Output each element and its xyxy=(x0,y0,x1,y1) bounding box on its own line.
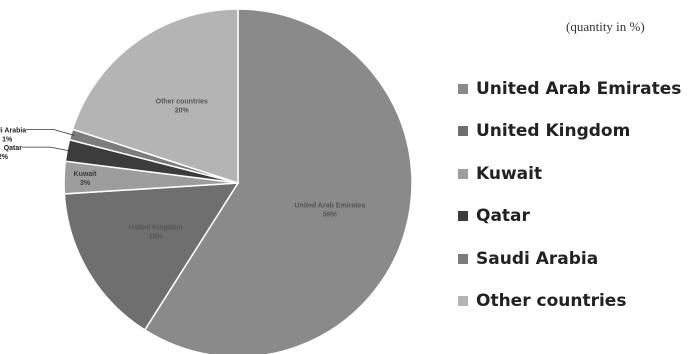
legend-label-qatar: Qatar xyxy=(476,206,530,226)
legend-label-united-arab-emirates: United Arab Emirates xyxy=(476,78,682,99)
chart-legend: United Arab Emirates United Kingdom Kuwait… xyxy=(458,75,681,330)
legend-item-other-countries: Other countries xyxy=(458,288,681,315)
slice-value-united-arab-emirates: 59% xyxy=(323,212,338,219)
slice-value-kuwait: 3% xyxy=(80,180,91,187)
legend-swatch-kuwait xyxy=(458,168,468,179)
legend-item-united-kingdom: United Kingdom xyxy=(458,118,681,145)
slice-label-saudi-arabia: Saudi Arabia xyxy=(0,128,26,135)
slice-value-other-countries: 20% xyxy=(175,108,190,115)
legend-item-united-arab-emirates: United Arab Emirates xyxy=(458,75,681,102)
slice-value-saudi-arabia: 1% xyxy=(2,137,13,144)
legend-item-kuwait: Kuwait xyxy=(458,160,681,187)
leader-line-qatar xyxy=(22,146,71,152)
legend-label-kuwait: Kuwait xyxy=(476,163,543,184)
slice-value-qatar: 2% xyxy=(0,154,9,161)
legend-swatch-saudi-arabia xyxy=(458,253,468,264)
legend-item-saudi-arabia: Saudi Arabia xyxy=(458,245,681,272)
slice-label-kuwait: Kuwait xyxy=(74,171,98,178)
slice-label-qatar: Qatar xyxy=(4,145,23,152)
slice-value-united-kingdom: 15% xyxy=(149,234,164,241)
pie-slice-united-arab-emirates xyxy=(143,8,413,354)
pie-slice-other-countries xyxy=(71,8,239,185)
pie-chart: United Arab Emirates 59% United Kingdom 15%… xyxy=(0,8,413,354)
unit-note: (quantity in %) xyxy=(566,19,645,34)
legend-label-united-kingdom: United Kingdom xyxy=(476,121,631,141)
leader-line-saudi-arabia xyxy=(26,129,75,136)
legend-label-other-countries: Other countries xyxy=(476,291,627,311)
slice-label-united-arab-emirates: United Arab Emirates xyxy=(294,203,365,210)
slice-label-other-countries: Other countries xyxy=(156,99,208,106)
legend-swatch-united-kingdom xyxy=(458,126,468,136)
legend-swatch-other-countries xyxy=(458,296,468,306)
legend-label-saudi-arabia: Saudi Arabia xyxy=(476,248,599,269)
legend-item-qatar: Qatar xyxy=(458,203,681,230)
legend-swatch-united-arab-emirates xyxy=(458,83,468,94)
slice-label-united-kingdom: United Kingdom xyxy=(129,225,183,232)
legend-swatch-qatar xyxy=(458,211,468,221)
pie-slice-united-kingdom xyxy=(63,182,240,331)
